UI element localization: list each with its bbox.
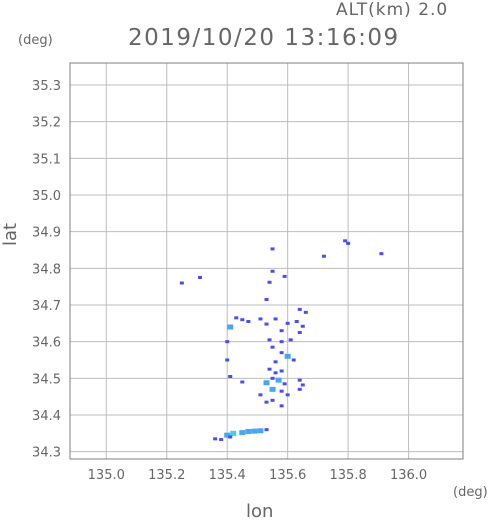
echo-cell	[225, 358, 230, 362]
echo-cell	[297, 331, 302, 334]
echo-cell	[267, 367, 272, 371]
echo-cell	[234, 316, 239, 320]
echo-cell	[303, 310, 308, 314]
echo-cell	[284, 353, 291, 359]
y-unit-label: (deg)	[18, 33, 53, 48]
echo-cell	[346, 241, 351, 245]
x-tick-label: 135.2	[148, 468, 185, 483]
y-tick-label: 34.3	[32, 446, 61, 461]
echo-cell	[343, 239, 348, 243]
altitude-label: ALT(km) 2.0	[336, 0, 449, 20]
echo-cell	[257, 428, 264, 434]
echo-cell	[263, 380, 270, 386]
tick-labels: 135.0 135.2 135.4 135.6 135.8 136.0 34.3 34.4 34…	[32, 79, 427, 483]
echo-cell	[300, 383, 305, 387]
echo-cell	[294, 320, 299, 323]
echo-cell	[321, 254, 326, 258]
echo-cell	[273, 371, 278, 375]
y-tick-label: 35.1	[32, 152, 61, 167]
echo-cell	[219, 438, 224, 442]
echo-cell	[245, 429, 252, 434]
x-axis-label: lon	[246, 501, 274, 522]
echo-cell	[264, 322, 269, 326]
x-tick-label: 135.4	[209, 468, 246, 483]
echo-cell	[267, 338, 272, 342]
echo-cell	[279, 404, 284, 408]
echo-cell	[270, 269, 275, 273]
x-tick-label: 135.8	[330, 468, 367, 483]
echo-cell	[270, 376, 275, 380]
x-unit-label: (deg)	[453, 485, 488, 500]
echo-cell	[179, 281, 184, 285]
echo-cell	[269, 386, 276, 392]
echo-cell	[264, 298, 269, 301]
echo-cell	[240, 318, 245, 322]
echo-cell	[230, 430, 237, 436]
echo-cell	[379, 252, 384, 256]
echo-cell	[264, 428, 269, 432]
echo-cell	[270, 247, 275, 251]
echo-cell	[239, 430, 246, 436]
echo-cell	[288, 338, 293, 342]
echo-cell	[297, 378, 302, 382]
echo-cell	[246, 320, 251, 323]
echo-cell	[197, 276, 202, 279]
echo-cell	[279, 369, 284, 373]
echo-cell	[279, 351, 284, 355]
echo-cell	[300, 324, 305, 328]
echo-cell	[264, 400, 269, 404]
y-tick-label: 34.5	[32, 372, 61, 387]
echo-cell	[279, 329, 284, 333]
plot-frame	[69, 62, 464, 460]
echo-cell	[282, 382, 287, 386]
echo-cell	[275, 377, 282, 383]
y-tick-label: 35.2	[32, 116, 61, 131]
x-tick-label: 135.0	[88, 468, 125, 483]
echo-cell	[228, 435, 233, 439]
y-tick-label: 34.8	[32, 262, 61, 277]
echo-cell	[279, 389, 284, 393]
echo-cell	[224, 432, 231, 438]
x-tick-label: 135.6	[269, 468, 306, 483]
y-tick-label: 35.3	[32, 79, 61, 94]
y-tick-label: 34.4	[32, 409, 61, 424]
echo-cell	[227, 324, 234, 330]
echo-cell	[240, 380, 245, 384]
y-tick-label: 34.6	[32, 336, 61, 351]
echo-cell	[279, 340, 284, 344]
echo-cell	[273, 317, 278, 321]
echo-cell	[258, 317, 263, 321]
echo-cell	[228, 375, 233, 378]
echo-cell	[297, 307, 302, 311]
echo-cell	[213, 437, 218, 441]
echo-cell	[225, 340, 230, 344]
echo-cell	[282, 274, 287, 278]
echo-layer	[179, 239, 384, 442]
echo-cell	[267, 280, 272, 284]
echo-cell	[285, 321, 290, 325]
chart-title-datetime: 2019/10/20 13:16:09	[128, 25, 400, 51]
y-tick-label: 34.9	[32, 226, 61, 241]
echo-cell	[251, 428, 258, 434]
y-tick-label: 35.0	[32, 189, 61, 204]
y-tick-label: 34.7	[32, 299, 61, 314]
echo-cell	[285, 393, 290, 397]
echo-cell	[291, 358, 296, 362]
echo-cell	[297, 387, 302, 391]
x-tick-label: 136.0	[390, 468, 427, 483]
grid	[70, 63, 463, 459]
echo-cell	[273, 360, 278, 364]
echo-cell	[258, 393, 263, 397]
echo-cell	[270, 345, 275, 349]
echo-cell	[270, 398, 275, 402]
